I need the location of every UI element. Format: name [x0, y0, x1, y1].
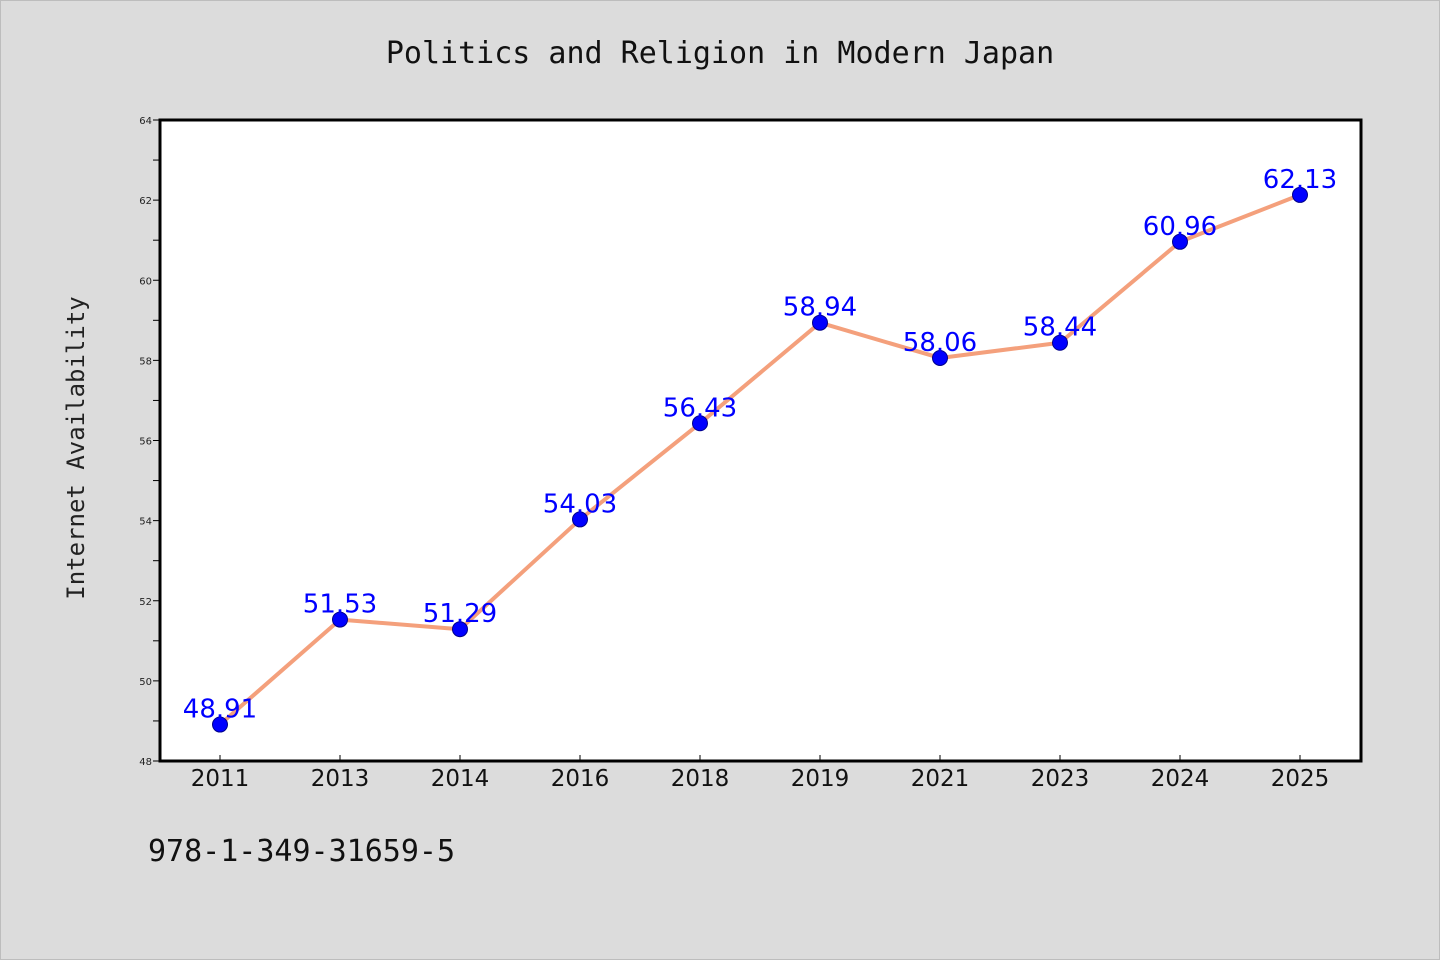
data-point-marker [692, 415, 708, 432]
data-label: 60.96 [1143, 212, 1217, 242]
data-point-marker [1172, 233, 1188, 250]
plot-area [158, 118, 1363, 763]
y-tick-label: 50 [139, 677, 152, 688]
data-label: 58.44 [1023, 313, 1097, 343]
data-label: 51.29 [423, 599, 497, 629]
x-tick-label: 2025 [1271, 766, 1330, 792]
data-label: 56.43 [663, 393, 737, 423]
data-label: 48.91 [183, 695, 257, 725]
x-tick-label: 2021 [911, 766, 970, 792]
y-tick-label: 64 [139, 116, 152, 127]
data-point-marker [1052, 334, 1068, 351]
x-tick-label: 2024 [1151, 766, 1210, 792]
isbn-text: 978-1-349-31659-5 [148, 834, 456, 869]
y-tick-label: 58 [139, 356, 152, 367]
data-label: 51.53 [303, 590, 377, 620]
x-tick-label: 2019 [791, 766, 850, 792]
x-tick-label: 2016 [551, 766, 610, 792]
y-tick-label: 60 [139, 276, 152, 287]
data-label: 58.06 [903, 328, 977, 358]
y-tick-label: 52 [139, 597, 152, 608]
series-line-group [218, 192, 1302, 727]
x-tick-label: 2014 [431, 766, 490, 792]
y-tick-label: 62 [139, 196, 152, 207]
data-label: 62.13 [1263, 165, 1337, 195]
y-tick-label: 48 [139, 757, 152, 768]
data-point-marker [932, 349, 948, 366]
x-tick-label: 2023 [1031, 766, 1090, 792]
data-label: 58.94 [783, 293, 857, 323]
data-point-marker [452, 621, 468, 638]
series-markers-group [212, 186, 1308, 733]
x-tick-label: 2011 [191, 766, 250, 792]
data-labels-group: 48.91 51.53 51.29 54.03 56.43 58.94 58.06 58.44… [183, 165, 1337, 725]
y-tick-label: 56 [139, 437, 152, 448]
data-point-marker [332, 611, 348, 628]
y-axis: 48 50 52 54 56 58 60 62 64 [139, 116, 160, 768]
x-axis: 2011 2013 2014 2016 2018 2019 2021 2023 2024 2025 [191, 755, 1330, 792]
data-point-marker [212, 716, 228, 733]
y-tick-label: 54 [139, 517, 152, 528]
data-label: 54.03 [543, 489, 617, 519]
y-axis-label: Internet Availability [62, 296, 90, 599]
data-point-marker [572, 511, 588, 528]
chart-title: Politics and Religion in Modern Japan [386, 36, 1054, 71]
data-point-marker [1292, 186, 1308, 203]
data-point-marker [812, 314, 828, 331]
x-tick-label: 2013 [311, 766, 370, 792]
x-tick-label: 2018 [671, 766, 730, 792]
series-line [218, 192, 1302, 727]
